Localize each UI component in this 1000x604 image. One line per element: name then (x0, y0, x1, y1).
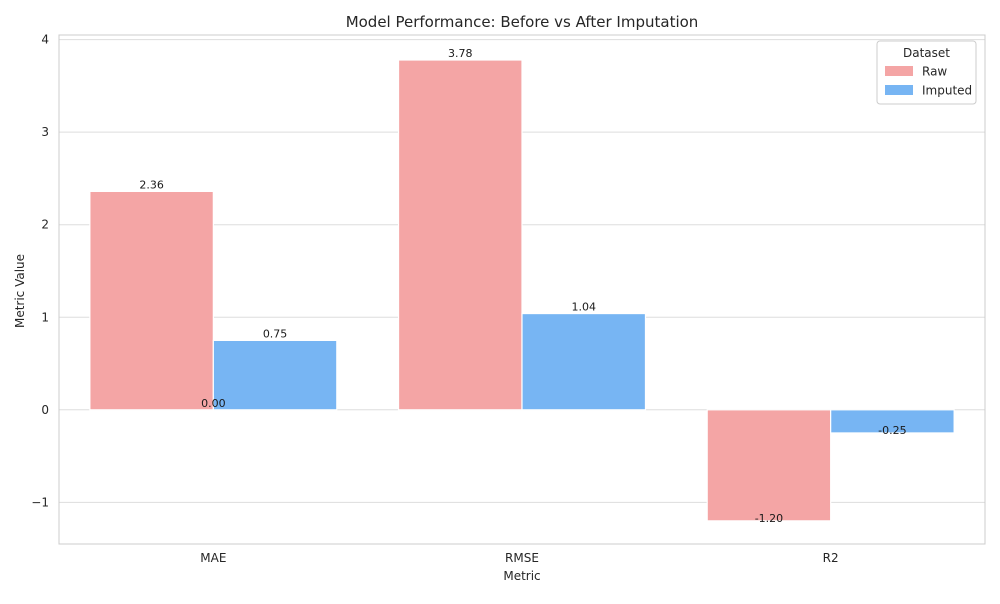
bar-raw (706, 409, 832, 522)
bar-value-label: -1.20 (755, 512, 783, 525)
x-axis-ticks: MAE RMSE R2 (200, 551, 838, 565)
bar-imputed (212, 339, 338, 411)
x-axis-label: Metric (503, 569, 540, 583)
x-tick-label: R2 (823, 551, 839, 565)
bar-value-label: 1.04 (571, 301, 596, 314)
bar-value-label: 2.36 (139, 178, 164, 191)
bar-imputed (830, 409, 955, 434)
bar-raw (89, 190, 214, 411)
y-tick-label: 0 (41, 403, 49, 417)
bar-value-label: -0.25 (878, 424, 906, 437)
y-axis-label: Metric Value (13, 254, 27, 328)
bar-raw (397, 59, 523, 411)
legend-swatch-raw (885, 66, 913, 76)
y-tick-label: −1 (31, 495, 49, 509)
y-tick-label: 3 (41, 125, 49, 139)
legend-label-raw: Raw (922, 65, 947, 79)
y-tick-label: 1 (41, 310, 49, 324)
y-axis-ticks: −1 0 1 2 3 4 (31, 33, 49, 510)
zero-value-label: 0.00 (201, 397, 226, 410)
legend-swatch-imputed (885, 85, 913, 95)
legend-label-imputed: Imputed (922, 84, 972, 98)
legend-entries: Raw Imputed (885, 65, 972, 98)
data-labels: 2.36 3.78 -1.20 0.75 1.04 -0.25 0.00 (139, 47, 906, 525)
bar-value-label: 0.75 (263, 327, 288, 340)
legend-title: Dataset (903, 46, 950, 60)
bars (89, 59, 955, 522)
y-tick-label: 4 (41, 33, 49, 47)
chart-title: Model Performance: Before vs After Imput… (346, 13, 699, 31)
plot-frame (58, 34, 986, 545)
y-tick-label: 2 (41, 218, 49, 232)
bar-imputed (521, 312, 647, 411)
x-tick-label: RMSE (505, 551, 539, 565)
x-tick-label: MAE (200, 551, 226, 565)
bar-value-label: 3.78 (448, 47, 473, 60)
legend: Dataset Raw Imputed (876, 40, 977, 105)
